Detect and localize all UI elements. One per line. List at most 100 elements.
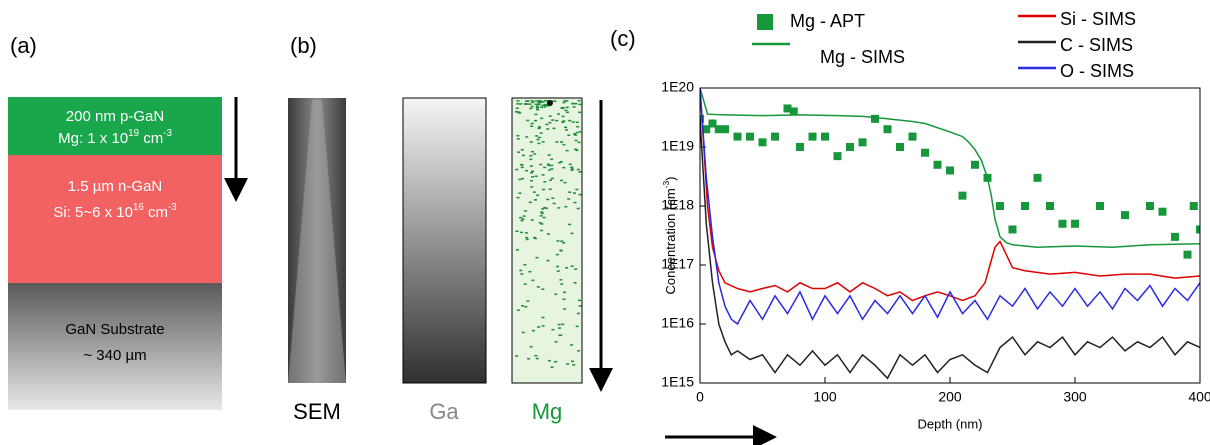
mg-atom [565, 267, 569, 269]
series-line [700, 88, 1200, 326]
mg-atom [529, 345, 533, 348]
mg-atom [515, 249, 519, 251]
series-marker [1121, 211, 1129, 220]
mg-atom [530, 186, 534, 188]
mg-atom [574, 134, 578, 136]
mg-atom [525, 236, 529, 239]
mg-atom [536, 138, 540, 141]
mg-atom [523, 264, 527, 266]
mg-atom [573, 282, 577, 284]
mg-atom [577, 100, 581, 102]
image-label: Ga [429, 399, 459, 424]
panel-label: (b) [290, 33, 317, 58]
ga-image [402, 97, 487, 384]
mg-atom [541, 141, 545, 143]
mg-atom [551, 197, 555, 199]
mg-atom [568, 223, 572, 226]
mg-atom [550, 158, 554, 161]
mg-atom [565, 129, 569, 131]
mg-atom [565, 111, 569, 114]
mg-atom [567, 198, 571, 200]
y-tick-label: 1E18 [661, 197, 694, 213]
mg-atom [559, 179, 563, 182]
mg-atom [545, 207, 549, 209]
x-tick-label: 300 [1063, 389, 1087, 405]
mg-atom [555, 141, 559, 143]
panel-label: (c) [610, 26, 636, 51]
x-tick-label: 200 [938, 389, 962, 405]
mg-atom [540, 212, 544, 215]
mg-atom [540, 223, 544, 225]
series-line [700, 88, 1200, 248]
mg-atom [515, 355, 519, 357]
mg-atom [570, 232, 574, 235]
mg-atom [576, 125, 580, 128]
x-tick-label: 100 [813, 389, 837, 405]
mg-atom [571, 102, 575, 105]
mg-atom [516, 103, 520, 105]
mg-atom [518, 112, 522, 114]
mg-atom [538, 126, 542, 128]
mg-atom [529, 155, 533, 157]
mg-atom [551, 100, 555, 102]
mg-atom [538, 222, 542, 224]
mg-atom [552, 202, 556, 205]
text-line: Mg: 1 x 1019 cm-3 [58, 128, 172, 147]
legend-label: C - SIMS [1060, 35, 1133, 55]
series-marker [1058, 219, 1067, 228]
mg-atom [529, 107, 533, 110]
mg-atom [563, 291, 567, 294]
mg-atom [531, 329, 535, 332]
mg-atom [541, 104, 545, 107]
mg-atom [541, 188, 545, 191]
series-marker [996, 202, 1004, 210]
mg-atom [560, 283, 564, 285]
series-marker [1171, 232, 1179, 241]
mg-atom [526, 100, 530, 102]
mg-atom [572, 106, 576, 108]
series-marker [771, 132, 779, 141]
mg-atom [578, 299, 582, 302]
mg-atom [530, 105, 534, 108]
mg-atom [533, 199, 537, 201]
series-marker [733, 132, 742, 141]
mg-atom [548, 115, 552, 117]
legend-label: O - SIMS [1060, 61, 1134, 81]
mg-atom [577, 350, 581, 352]
mg-atom [560, 240, 564, 242]
mg-atom [516, 134, 520, 137]
series-marker [871, 114, 879, 123]
image-label: SEM [293, 399, 341, 424]
mg-atom [533, 237, 537, 240]
text-part: ) [663, 176, 678, 180]
mg-atom [516, 100, 520, 102]
text-part: GaN Substrate [65, 321, 164, 338]
mg-atom [531, 279, 535, 282]
legend-label: Mg - SIMS [820, 47, 905, 67]
mg-atom [550, 177, 554, 180]
mg-atom [524, 100, 528, 102]
series-marker [1158, 207, 1167, 216]
mg-atom [537, 101, 541, 103]
mg-atom [565, 100, 569, 102]
mg-atom [565, 106, 569, 109]
mg-atom [576, 312, 580, 315]
mg-atom [576, 207, 580, 210]
series-marker [921, 148, 929, 157]
mg-atom [543, 166, 547, 169]
mg-atom [516, 196, 520, 199]
mg-atom [519, 269, 523, 272]
layer-p-gan [8, 97, 222, 155]
mg-atom [563, 308, 567, 310]
mg-atom [556, 240, 560, 242]
mg-atom [517, 111, 521, 113]
series-marker [789, 107, 798, 116]
mg-atom [537, 103, 541, 106]
mg-atom [576, 168, 580, 171]
mg-atom [574, 268, 578, 270]
mg-atom [567, 134, 571, 136]
mg-atom [574, 139, 578, 142]
mg-atom [539, 163, 543, 166]
mg-atom [528, 103, 532, 105]
